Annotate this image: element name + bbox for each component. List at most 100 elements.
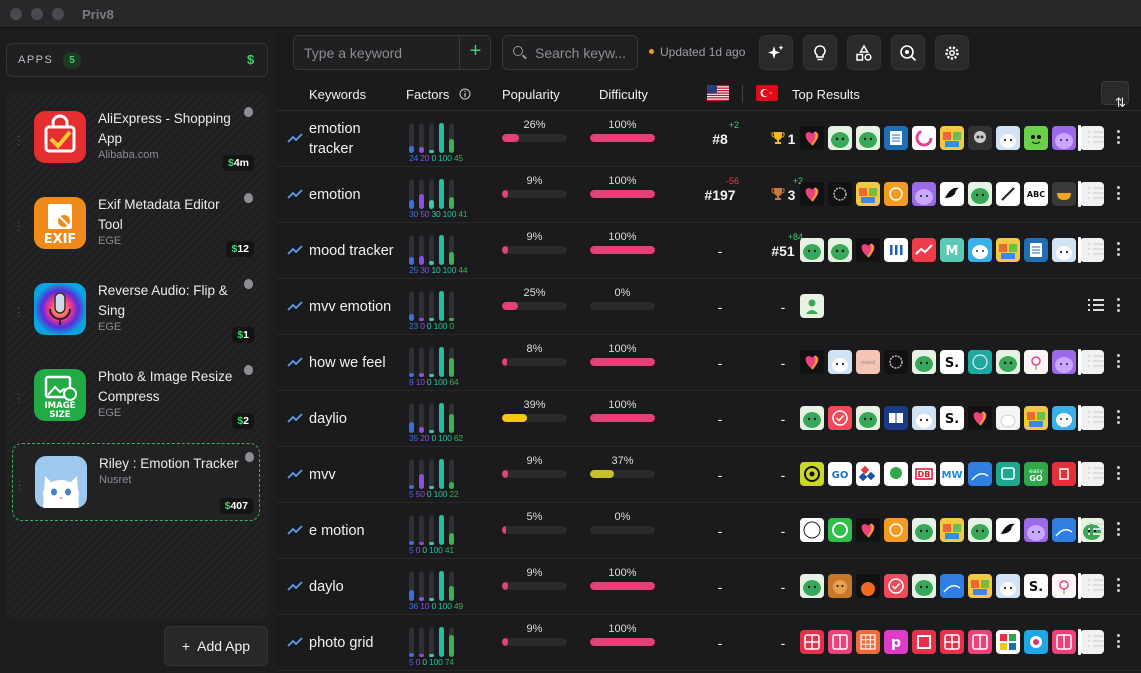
list-view-icon[interactable]	[1088, 298, 1104, 312]
sort-button[interactable]: ⇅	[1101, 81, 1129, 110]
green-blob-icon[interactable]	[800, 406, 824, 430]
us-rank[interactable]: #8 +2	[693, 120, 747, 147]
table-row[interactable]: mvv 5 50 0 100 22 9% 37% - - GO DB MW easy GO	[277, 447, 1141, 503]
face-app-icon[interactable]	[996, 238, 1020, 262]
text-app-icon[interactable]: ABC	[1024, 182, 1048, 206]
green-blob-icon[interactable]	[912, 518, 936, 542]
green-blob-icon[interactable]	[968, 182, 992, 206]
white-icon[interactable]	[1080, 406, 1104, 430]
blue-app-icon[interactable]	[968, 462, 992, 486]
db-app-icon[interactable]: DB	[912, 462, 936, 486]
more-options-icon[interactable]	[1117, 186, 1120, 200]
close-window-button[interactable]	[10, 8, 22, 20]
more-options-icon[interactable]	[1117, 130, 1120, 144]
sun-app-icon[interactable]	[856, 574, 880, 598]
table-row[interactable]: how we feel 8 10 0 100 64 8% 100% - - mood S.	[277, 335, 1141, 391]
mw-app-icon[interactable]: MW	[940, 462, 964, 486]
more-options-icon[interactable]	[1117, 354, 1120, 368]
green-blob-icon[interactable]	[996, 350, 1020, 374]
red-app-icon[interactable]	[1052, 462, 1076, 486]
heart-app-icon[interactable]	[856, 238, 880, 262]
more-options-icon[interactable]	[1117, 466, 1120, 480]
app-item[interactable]: · · · IMAGE SIZE Photo & Image Resize Compres…	[12, 357, 260, 435]
search-input[interactable]: Search keyw...	[535, 45, 627, 61]
tr-rank[interactable]: -	[755, 299, 811, 315]
list-view-icon[interactable]	[1088, 354, 1104, 368]
face-app-icon[interactable]	[968, 574, 992, 598]
bird-app-icon[interactable]	[940, 182, 964, 206]
blue-app-icon[interactable]	[940, 574, 964, 598]
brain-app-icon[interactable]	[884, 350, 908, 374]
white-icon[interactable]	[1080, 182, 1104, 206]
table-row[interactable]: emotion 30 50 30 100 41 9% 100% #197 -56 3 +2 AB…	[277, 167, 1141, 223]
green-blob-icon[interactable]	[856, 406, 880, 430]
flower-app-icon[interactable]	[1024, 350, 1048, 374]
s-app-icon[interactable]: S.	[940, 350, 964, 374]
skull-app-icon[interactable]	[968, 126, 992, 150]
more-options-icon[interactable]	[1117, 242, 1120, 256]
list-view-icon[interactable]	[1088, 186, 1104, 200]
us-rank[interactable]: -	[693, 579, 747, 595]
trend-chart-icon[interactable]	[287, 467, 303, 485]
add-keyword-button[interactable]: +	[459, 36, 491, 69]
p-app-icon[interactable]: p	[884, 630, 908, 654]
heart-app-icon[interactable]	[800, 126, 824, 150]
cat-app-icon[interactable]	[996, 126, 1020, 150]
frame-app-icon[interactable]	[912, 630, 936, 654]
face-app-icon[interactable]	[940, 126, 964, 150]
table-row[interactable]: mood tracker 25 30 10 100 44 9% 100% - #51 +84…	[277, 223, 1141, 279]
trend-chart-icon[interactable]	[287, 579, 303, 597]
app-item[interactable]: · · · AliExpress - Shopping App Alibaba.com $…	[12, 99, 260, 177]
minimize-window-button[interactable]	[31, 8, 43, 20]
heart-app-icon[interactable]	[856, 518, 880, 542]
col-keywords[interactable]: Keywords	[309, 87, 367, 102]
green-blob-icon[interactable]	[800, 238, 824, 262]
tr-rank[interactable]: -	[755, 355, 811, 371]
notes-app-icon[interactable]	[1024, 238, 1048, 262]
app-item[interactable]: · · · Reverse Audio: Flip & Sing EGE $1	[12, 271, 260, 349]
categories-button[interactable]	[847, 35, 881, 70]
pen-app-icon[interactable]	[996, 182, 1020, 206]
face-app-icon[interactable]	[856, 182, 880, 206]
collage-app-icon[interactable]	[996, 630, 1020, 654]
heart-app-icon[interactable]	[800, 350, 824, 374]
face-app-icon[interactable]	[1024, 406, 1048, 430]
white-icon[interactable]	[1080, 126, 1104, 150]
ideas-button[interactable]	[803, 35, 837, 70]
tr-rank[interactable]: 3 +2	[755, 176, 811, 203]
white-icon[interactable]	[1080, 630, 1104, 654]
purple-blob-icon[interactable]	[1052, 126, 1076, 150]
white-icon[interactable]	[1080, 574, 1104, 598]
bars-app-icon[interactable]	[884, 238, 908, 262]
list-view-icon[interactable]	[1088, 130, 1104, 144]
drag-handle-icon[interactable]: · · ·	[17, 217, 21, 236]
s-app-icon[interactable]: S.	[940, 406, 964, 430]
cat-app-icon[interactable]	[828, 350, 852, 374]
table-row[interactable]: daylio 35 20 0 100 62 39% 100% - - S.	[277, 391, 1141, 447]
table-row[interactable]: e motion 5 0 0 100 41 5% 0% - -	[277, 503, 1141, 559]
green-blob-icon[interactable]	[968, 518, 992, 542]
trend-chart-icon[interactable]	[287, 131, 303, 149]
green-blob-icon[interactable]	[912, 350, 936, 374]
us-rank[interactable]: -	[693, 467, 747, 483]
list-view-icon[interactable]	[1088, 466, 1104, 480]
table-row[interactable]: daylo 36 10 0 100 49 9% 100% - - S.	[277, 559, 1141, 615]
orange-app-icon[interactable]	[884, 182, 908, 206]
m-app-icon[interactable]: M	[940, 238, 964, 262]
info-icon[interactable]	[459, 88, 471, 100]
add-app-button[interactable]: + Add App	[164, 626, 268, 666]
dog-app-icon[interactable]	[968, 238, 992, 262]
us-rank[interactable]: -	[693, 411, 747, 427]
s-app-icon[interactable]: S.	[1024, 574, 1048, 598]
competitor-search-button[interactable]	[891, 35, 925, 70]
revenue-toggle-button[interactable]: $	[247, 52, 255, 67]
us-rank[interactable]: -	[693, 299, 747, 315]
drag-handle-icon[interactable]: · · ·	[18, 476, 22, 495]
col-factors[interactable]: Factors	[406, 87, 450, 102]
keyword-search[interactable]: Search keyw...	[502, 35, 638, 70]
trend-app-icon[interactable]	[912, 238, 936, 262]
face-app-icon[interactable]	[940, 518, 964, 542]
us-rank[interactable]: -	[693, 635, 747, 651]
bus-app-icon[interactable]	[996, 462, 1020, 486]
tr-rank[interactable]: #51 +84	[755, 232, 811, 259]
